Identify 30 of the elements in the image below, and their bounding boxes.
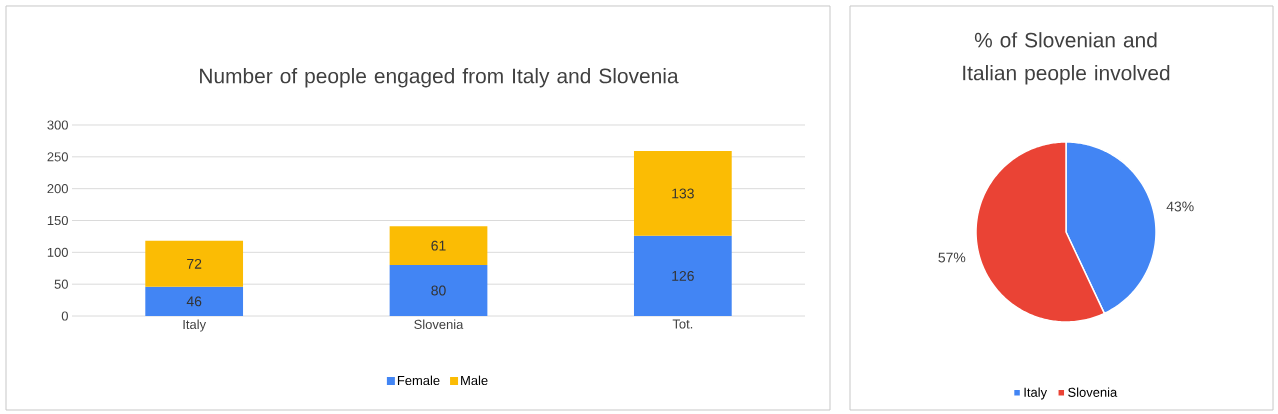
legend-label: Slovenia — [1068, 387, 1118, 397]
data-label: 61 — [431, 240, 446, 251]
data-label: 72 — [187, 258, 202, 269]
legend-label: Male — [461, 375, 488, 386]
y-tick-label: 300 — [47, 120, 68, 130]
y-tick-label: 250 — [47, 152, 68, 162]
bar — [633, 235, 732, 316]
x-tick-label: Slovenia — [414, 319, 464, 330]
data-label: 46 — [186, 296, 202, 307]
chart-title: Number of people engaged from Italy and Slovenia — [200, 68, 679, 88]
bar — [389, 265, 488, 316]
x-tick-label: Tot. — [672, 319, 693, 329]
y-tick-label: 200 — [47, 184, 68, 194]
y-tick-label: 100 — [47, 247, 68, 257]
bar — [145, 240, 244, 287]
y-tick-label: 50 — [54, 279, 68, 289]
data-label: 43% — [1166, 201, 1194, 212]
bar — [633, 151, 732, 236]
bar — [145, 286, 244, 316]
legend-label: Italy — [1024, 387, 1048, 400]
data-label: 133 — [672, 188, 694, 199]
y-tick-label: 150 — [47, 215, 68, 226]
chart-title: % of Slovenian and Italian people involved — [963, 32, 1170, 85]
bar — [389, 226, 488, 266]
x-tick-label: Italy — [183, 319, 207, 332]
data-label: 80 — [431, 285, 446, 296]
y-tick-label: 0 — [61, 311, 68, 321]
legend-label: Female — [397, 375, 440, 386]
data-label: 57% — [938, 252, 966, 263]
data-label: 126 — [672, 270, 694, 281]
